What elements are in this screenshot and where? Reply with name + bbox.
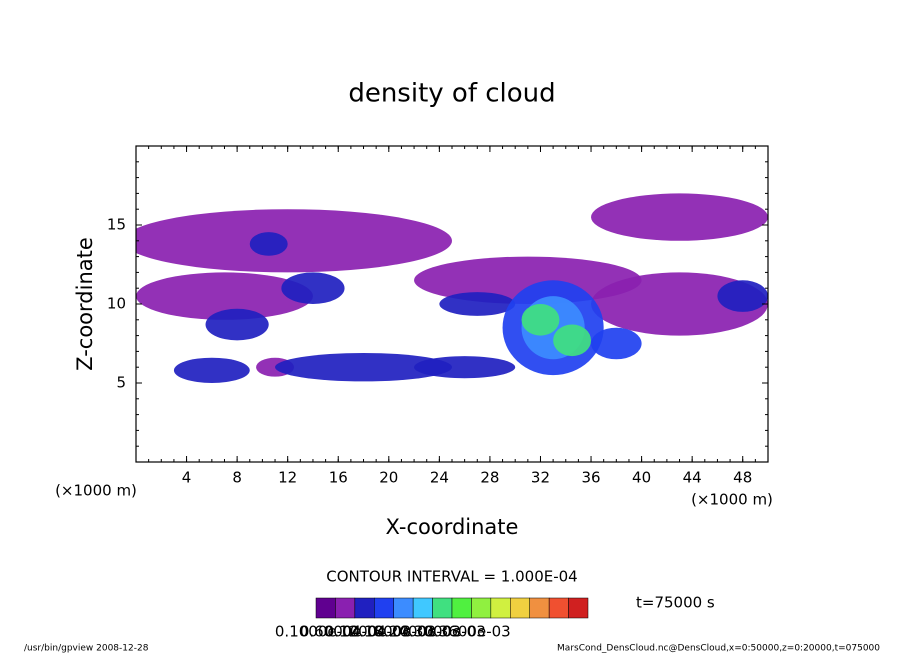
time-label: t=75000 s	[636, 594, 715, 612]
cloud-region	[136, 272, 313, 320]
cloud-region	[173, 357, 250, 383]
colorbar-cell	[315, 597, 336, 619]
cloud-region	[553, 324, 592, 357]
x-tick-label: 4	[182, 469, 192, 487]
cloud-region	[275, 352, 452, 382]
x-tick-label: 32	[531, 469, 550, 487]
y-tick-label: 5	[116, 374, 126, 392]
cloud-region	[281, 272, 345, 305]
colorbar-cell	[529, 597, 550, 619]
x-tick-label: 20	[379, 469, 398, 487]
colorbar-cell	[335, 597, 356, 619]
colorbar-cell	[548, 597, 569, 619]
x-axis-label: X-coordinate	[386, 515, 519, 539]
cloud-region	[414, 356, 516, 379]
x-tick-label: 16	[329, 469, 348, 487]
colorbar-label: 0.2400e-03	[375, 623, 461, 641]
x-tick-label: 44	[683, 469, 702, 487]
colorbar-label: 0.3600e-03	[424, 623, 510, 641]
colorbar-label: 0.3000e-03	[400, 623, 486, 641]
x-unit: (×1000 m)	[691, 491, 773, 509]
cloud-region	[591, 193, 768, 241]
colorbar-cell	[432, 597, 453, 619]
cloud-region	[205, 308, 269, 341]
x-tick-label: 40	[632, 469, 651, 487]
footer-right: MarsCond_DensCloud.nc@DensCloud,x=0:5000…	[557, 644, 880, 654]
colorbar-cell	[471, 597, 492, 619]
colorbar-cell	[412, 597, 433, 619]
cloud-region	[136, 209, 452, 273]
contour-interval: CONTOUR INTERVAL = 1.000E-04	[326, 568, 577, 586]
colorbar-cell	[490, 597, 511, 619]
x-tick-label: 8	[232, 469, 242, 487]
y-axis-label: Z-coordinate	[73, 237, 97, 371]
x-tick-label: 24	[430, 469, 449, 487]
cloud-region	[591, 327, 642, 360]
cloud-region	[439, 292, 516, 316]
colorbar-label: 0.1200e-03	[325, 623, 411, 641]
x-tick-label: 12	[278, 469, 297, 487]
cloud-region	[717, 280, 768, 312]
colorbar-label: 0.1000e-04	[275, 623, 361, 641]
cloud-region	[521, 304, 560, 336]
x-tick-label: 28	[480, 469, 499, 487]
x-tick-label: 48	[733, 469, 752, 487]
colorbar-label: 0.1800e-03	[350, 623, 436, 641]
colorbar-cell	[354, 597, 375, 619]
y-tick-label: 10	[107, 295, 126, 313]
colorbar-label: 0.6000e-04	[300, 623, 386, 641]
y-tick-label: 15	[107, 216, 126, 234]
footer-left: /usr/bin/gpview 2008-12-28	[24, 644, 149, 654]
y-unit: (×1000 m)	[55, 482, 137, 500]
colorbar-cell	[374, 597, 394, 619]
x-tick-label: 36	[581, 469, 600, 487]
colorbar-cell	[393, 597, 414, 619]
colorbar-cell	[568, 597, 589, 619]
colorbar-cell	[451, 597, 472, 619]
chart-title: density of cloud	[348, 79, 555, 109]
plot-area	[136, 193, 768, 383]
colorbar-cell	[510, 597, 530, 619]
cloud-region	[249, 232, 288, 256]
